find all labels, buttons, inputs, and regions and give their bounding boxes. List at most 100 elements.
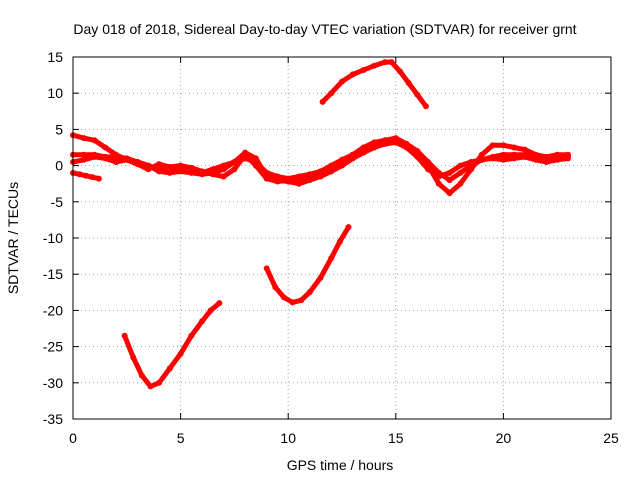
- x-tick-label: 20: [496, 430, 512, 446]
- data-point: [113, 158, 120, 165]
- data-point: [360, 67, 367, 74]
- data-point: [532, 156, 539, 163]
- data-point: [76, 171, 83, 178]
- data-point: [554, 151, 561, 158]
- data-point: [478, 151, 485, 158]
- data-point: [199, 318, 206, 325]
- data-point: [102, 155, 109, 162]
- data-series: [70, 59, 571, 390]
- data-point: [328, 168, 335, 175]
- data-point: [446, 169, 453, 176]
- data-point: [317, 173, 324, 180]
- data-point: [543, 153, 550, 160]
- data-point: [274, 177, 281, 184]
- data-point: [263, 265, 270, 272]
- y-tick-label: 15: [47, 49, 63, 65]
- data-point: [138, 372, 145, 379]
- data-point: [130, 354, 137, 361]
- y-tick-label: 5: [55, 121, 63, 137]
- data-point: [457, 169, 464, 176]
- data-point: [188, 169, 195, 176]
- data-point: [317, 274, 324, 281]
- data-point: [349, 71, 356, 78]
- data-point: [457, 180, 464, 187]
- chart-title: Day 018 of 2018, Sidereal Day-to-day VTE…: [73, 21, 576, 37]
- x-tick-label: 25: [603, 430, 619, 446]
- data-point: [360, 144, 367, 151]
- data-point: [478, 156, 485, 163]
- data-point: [166, 164, 173, 171]
- data-point: [80, 151, 87, 158]
- data-point: [289, 299, 296, 306]
- data-point: [242, 149, 249, 156]
- data-point: [121, 332, 128, 339]
- data-point: [272, 284, 279, 291]
- data-point: [188, 164, 195, 171]
- data-point: [511, 144, 518, 151]
- data-point: [414, 153, 421, 160]
- data-point: [263, 173, 270, 180]
- data-point: [220, 173, 227, 180]
- data-point: [306, 289, 313, 296]
- y-axis-title: SDTVAR / TECUs: [5, 182, 21, 294]
- data-point: [123, 156, 130, 163]
- x-axis-title: GPS time / hours: [287, 457, 394, 473]
- data-point: [156, 168, 163, 175]
- data-point: [156, 161, 163, 168]
- data-point: [457, 162, 464, 169]
- data-point: [188, 332, 195, 339]
- y-tick-label: -30: [43, 375, 63, 391]
- data-point: [156, 379, 163, 386]
- data-point: [543, 158, 550, 165]
- data-point: [336, 238, 343, 245]
- data-point: [446, 177, 453, 184]
- data-point: [252, 155, 259, 162]
- data-point: [382, 59, 389, 66]
- data-point: [145, 162, 152, 169]
- data-point: [345, 224, 352, 231]
- data-point: [500, 151, 507, 158]
- series-line-arc-deep-min: [122, 300, 222, 389]
- data-point: [82, 172, 89, 179]
- data-point: [209, 169, 216, 176]
- data-point: [91, 153, 98, 160]
- data-point: [319, 98, 326, 105]
- data-point: [80, 156, 87, 163]
- data-point: [220, 166, 227, 173]
- x-tick-label: 15: [388, 430, 404, 446]
- data-point: [435, 180, 442, 187]
- data-point: [564, 155, 571, 162]
- data-point: [511, 155, 518, 162]
- y-axis-ticks: -35 -30 -25 -20 -15 -10 -5 0 5 10 15: [43, 49, 611, 427]
- y-tick-label: 10: [47, 85, 63, 101]
- data-point: [280, 294, 287, 301]
- data-point: [532, 151, 539, 158]
- data-point: [521, 153, 528, 160]
- data-point: [405, 80, 412, 87]
- data-point: [328, 255, 335, 262]
- data-point: [521, 146, 528, 153]
- data-point: [95, 175, 102, 182]
- data-point: [371, 144, 378, 151]
- data-point: [134, 158, 141, 165]
- data-point: [295, 175, 302, 182]
- data-point: [199, 171, 206, 178]
- data-point: [89, 174, 96, 181]
- y-tick-label: -15: [43, 266, 63, 282]
- data-point: [285, 178, 292, 185]
- y-tick-label: 0: [55, 158, 63, 174]
- data-point: [382, 140, 389, 147]
- data-point: [177, 168, 184, 175]
- data-point: [339, 162, 345, 169]
- data-point: [80, 135, 87, 142]
- data-point: [554, 156, 561, 163]
- data-point: [177, 350, 184, 357]
- data-point: [91, 137, 98, 144]
- data-point: [425, 166, 432, 173]
- data-point: [414, 91, 421, 98]
- x-tick-label: 10: [280, 430, 296, 446]
- data-point: [392, 139, 399, 146]
- data-point: [102, 144, 109, 151]
- data-point: [360, 149, 367, 156]
